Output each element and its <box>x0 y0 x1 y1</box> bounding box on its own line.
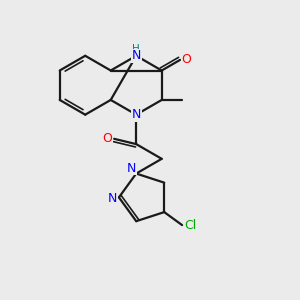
Text: N: N <box>127 162 136 175</box>
Text: O: O <box>182 53 191 66</box>
Text: H: H <box>132 44 140 54</box>
Text: O: O <box>103 132 112 145</box>
Text: N: N <box>131 108 141 121</box>
Text: N: N <box>108 192 117 205</box>
Text: Cl: Cl <box>184 219 196 232</box>
Text: N: N <box>131 49 141 62</box>
